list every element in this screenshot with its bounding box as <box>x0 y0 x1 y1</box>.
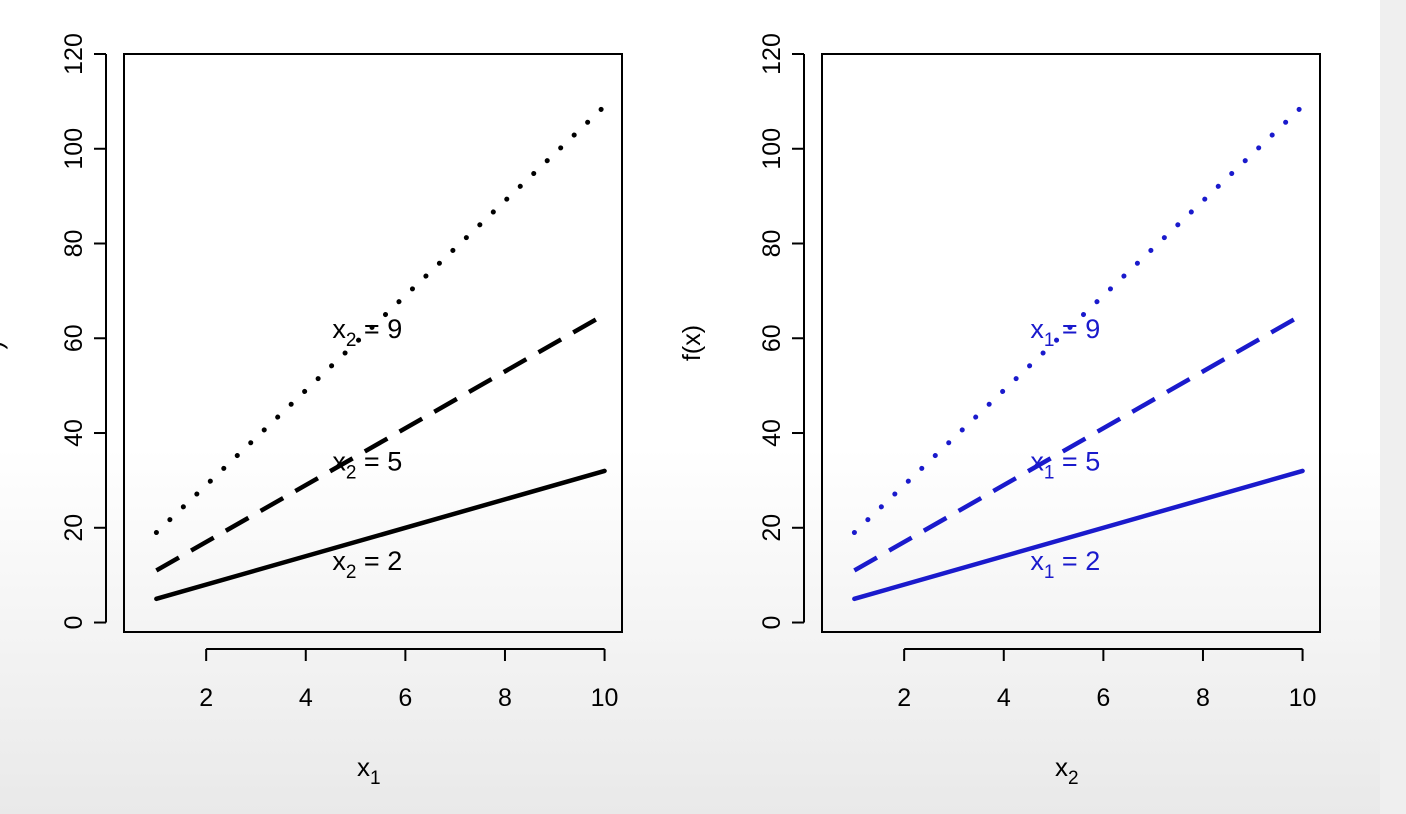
series-label-sub: 2 <box>346 462 357 483</box>
y-tick-label: 120 <box>758 33 786 75</box>
series-label: x2 = 5 <box>332 446 402 483</box>
series-label: x1 = 2 <box>1030 546 1100 583</box>
series-label: x2 = 9 <box>332 314 402 351</box>
series-label-rest: = 9 <box>1054 314 1100 344</box>
series-label-var: x <box>332 314 346 344</box>
series-label-sub: 2 <box>346 562 357 583</box>
right-edge-strip <box>1380 0 1406 814</box>
x-tick-label: 10 <box>591 684 619 712</box>
y-tick-label: 100 <box>60 128 88 170</box>
y-tick-label: 80 <box>758 230 786 258</box>
series-line-solid <box>852 468 1305 602</box>
y-tick-label: 120 <box>60 33 88 75</box>
y-tick-label: 80 <box>60 230 88 258</box>
y-tick-label: 100 <box>758 128 786 170</box>
left-ylabel-fragment: ) <box>0 341 8 350</box>
y-tick-label: 0 <box>60 616 88 630</box>
series-label-var: x <box>332 546 346 576</box>
x-tick-label: 2 <box>199 684 213 712</box>
y-tick-label: 40 <box>758 419 786 447</box>
x-tick-label: 2 <box>897 684 911 712</box>
series-label-rest: = 5 <box>356 446 402 476</box>
x-tick-label: 8 <box>498 684 512 712</box>
x-axis-title-var: x <box>1055 752 1068 782</box>
series-label-rest: = 9 <box>356 314 402 344</box>
series-label-var: x <box>1030 446 1044 476</box>
x-axis-title-sub: 2 <box>1068 768 1079 789</box>
x-tick-label: 10 <box>1289 684 1317 712</box>
x-tick-label: 8 <box>1196 684 1210 712</box>
y-tick-label: 60 <box>60 324 88 352</box>
series-line-dashed <box>853 312 1304 573</box>
series-label-var: x <box>1030 546 1044 576</box>
plot-frame <box>123 53 623 633</box>
y-axis-title: f(x) <box>678 325 706 361</box>
series-line-solid <box>154 468 607 602</box>
x-tick-label: 6 <box>398 684 412 712</box>
y-tick-label: 20 <box>758 514 786 542</box>
x-axis-title: x1 <box>357 752 381 789</box>
series-label: x1 = 5 <box>1030 446 1100 483</box>
series-label-sub: 1 <box>1044 330 1055 351</box>
series-label-rest: = 2 <box>1054 546 1100 576</box>
y-tick-label: 60 <box>758 324 786 352</box>
x-axis-title: x2 <box>1055 752 1079 789</box>
series-label-rest: = 5 <box>1054 446 1100 476</box>
series-label-sub: 2 <box>346 330 357 351</box>
series-label-sub: 1 <box>1044 462 1055 483</box>
plot-frame <box>821 53 1321 633</box>
series-label-var: x <box>1030 314 1044 344</box>
x-tick-label: 4 <box>997 684 1011 712</box>
x-tick-label: 6 <box>1096 684 1110 712</box>
series-label-sub: 1 <box>1044 562 1055 583</box>
x-axis-title-var: x <box>357 752 370 782</box>
series-label: x1 = 9 <box>1030 314 1100 351</box>
y-tick-label: 40 <box>60 419 88 447</box>
y-tick-label: 0 <box>758 616 786 630</box>
series-label-var: x <box>332 446 346 476</box>
series-label-rest: = 2 <box>356 546 402 576</box>
series-line-dashed <box>155 312 606 573</box>
x-tick-label: 4 <box>299 684 313 712</box>
y-tick-label: 20 <box>60 514 88 542</box>
x-axis-title-sub: 1 <box>370 768 381 789</box>
series-label: x2 = 2 <box>332 546 402 583</box>
